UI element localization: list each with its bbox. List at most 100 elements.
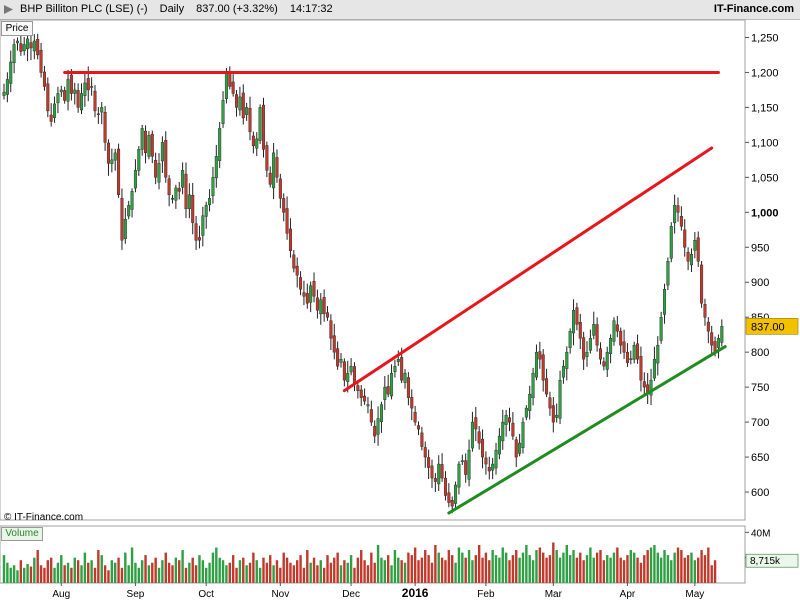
- volume-bar: [477, 545, 481, 583]
- candle-body: [447, 492, 451, 503]
- candle-body: [578, 322, 582, 339]
- play-icon: [4, 5, 13, 14]
- volume-bar: [103, 565, 107, 583]
- volume-bar: [464, 557, 467, 583]
- volume-bar: [110, 560, 114, 583]
- candle-body: [558, 379, 562, 419]
- volume-bar: [83, 552, 87, 583]
- price-tick-label: 1,250: [751, 32, 779, 44]
- candle-body: [268, 172, 272, 185]
- volume-bar: [255, 560, 258, 583]
- volume-bar: [609, 557, 612, 583]
- volume-bar: [373, 562, 376, 583]
- candle-body: [231, 81, 235, 94]
- candle-body: [572, 310, 576, 334]
- volume-bar: [491, 550, 494, 583]
- candle-body: [248, 108, 252, 133]
- candle-body: [669, 226, 673, 259]
- candle-body: [561, 365, 565, 378]
- candle-body: [673, 205, 677, 224]
- candle-body: [305, 293, 309, 304]
- volume-bar: [87, 562, 90, 583]
- volume-bar: [215, 547, 218, 583]
- site-name[interactable]: IT-Finance.com: [713, 3, 794, 15]
- candle-body: [285, 208, 289, 234]
- volume-bar: [171, 565, 174, 583]
- volume-bar: [107, 570, 110, 583]
- price-tick-label: 600: [751, 487, 769, 499]
- volume-bar: [258, 567, 262, 583]
- volume-bar: [542, 552, 545, 583]
- volume-bar: [451, 555, 454, 583]
- candle-body: [363, 395, 367, 402]
- volume-bar: [589, 547, 592, 583]
- price-tick-label: 650: [751, 452, 769, 464]
- candle-body: [679, 216, 683, 227]
- volume-bar: [528, 555, 531, 583]
- volume-bar: [488, 560, 491, 583]
- volume-bar: [683, 557, 686, 583]
- last-volume-badge: [745, 553, 799, 568]
- volume-bar: [370, 552, 373, 583]
- volume-bar: [93, 567, 97, 583]
- volume-bar: [579, 552, 582, 583]
- candle-body: [686, 251, 690, 262]
- candle-body: [474, 417, 478, 430]
- volume-bar: [97, 550, 100, 583]
- volume-bar: [555, 550, 558, 583]
- volume-bar: [606, 555, 609, 583]
- candle-body: [545, 378, 549, 395]
- volume-bar: [521, 552, 525, 583]
- candle-body: [241, 92, 245, 119]
- volume-bar: [670, 560, 673, 583]
- volume-bar: [63, 565, 66, 583]
- candle-body: [32, 40, 36, 52]
- candle-body: [208, 198, 212, 205]
- volume-bar: [474, 555, 477, 583]
- candle-body: [481, 438, 485, 458]
- volume-bar: [680, 550, 683, 583]
- candle-body: [137, 149, 141, 171]
- candle-body: [201, 215, 205, 236]
- volume-bar: [410, 555, 413, 583]
- candle-body: [491, 463, 495, 471]
- candle-body: [386, 386, 390, 395]
- candle-body: [430, 465, 434, 479]
- candle-body: [450, 500, 454, 507]
- volume-tick-label: 40M: [751, 528, 770, 539]
- volume-bar: [434, 545, 437, 583]
- candle-body: [625, 351, 629, 363]
- candle-body: [36, 39, 40, 56]
- volume-bar: [386, 555, 390, 583]
- candle-body: [531, 372, 535, 399]
- volume-bar: [390, 565, 393, 583]
- volume-bar: [33, 557, 36, 583]
- volume-bar: [548, 555, 552, 583]
- volume-bar: [666, 555, 670, 583]
- price-panel: [0, 19, 746, 521]
- volume-bar: [225, 565, 228, 583]
- candle-body: [703, 304, 707, 318]
- candle-body: [302, 292, 306, 297]
- volume-bar: [19, 560, 23, 583]
- volume-bar: [2, 555, 6, 583]
- volume-bar: [457, 547, 461, 583]
- volume-bar: [383, 560, 387, 583]
- volume-bar: [673, 552, 676, 583]
- candle-body: [588, 337, 592, 351]
- volume-bar: [535, 550, 538, 583]
- candle-body: [26, 38, 30, 50]
- date-tick-label: Dec: [342, 589, 360, 600]
- volume-bar: [400, 560, 403, 583]
- candle-body: [150, 133, 154, 157]
- volume-bar: [690, 552, 693, 583]
- candle-body: [538, 351, 542, 360]
- candle-body: [309, 285, 313, 303]
- candle-body: [598, 348, 602, 360]
- volume-bar: [531, 560, 535, 583]
- candle-body: [349, 365, 353, 373]
- candle-body: [46, 83, 50, 112]
- volume-bar: [568, 555, 572, 583]
- candle-body: [197, 237, 201, 241]
- candle-body: [319, 299, 323, 315]
